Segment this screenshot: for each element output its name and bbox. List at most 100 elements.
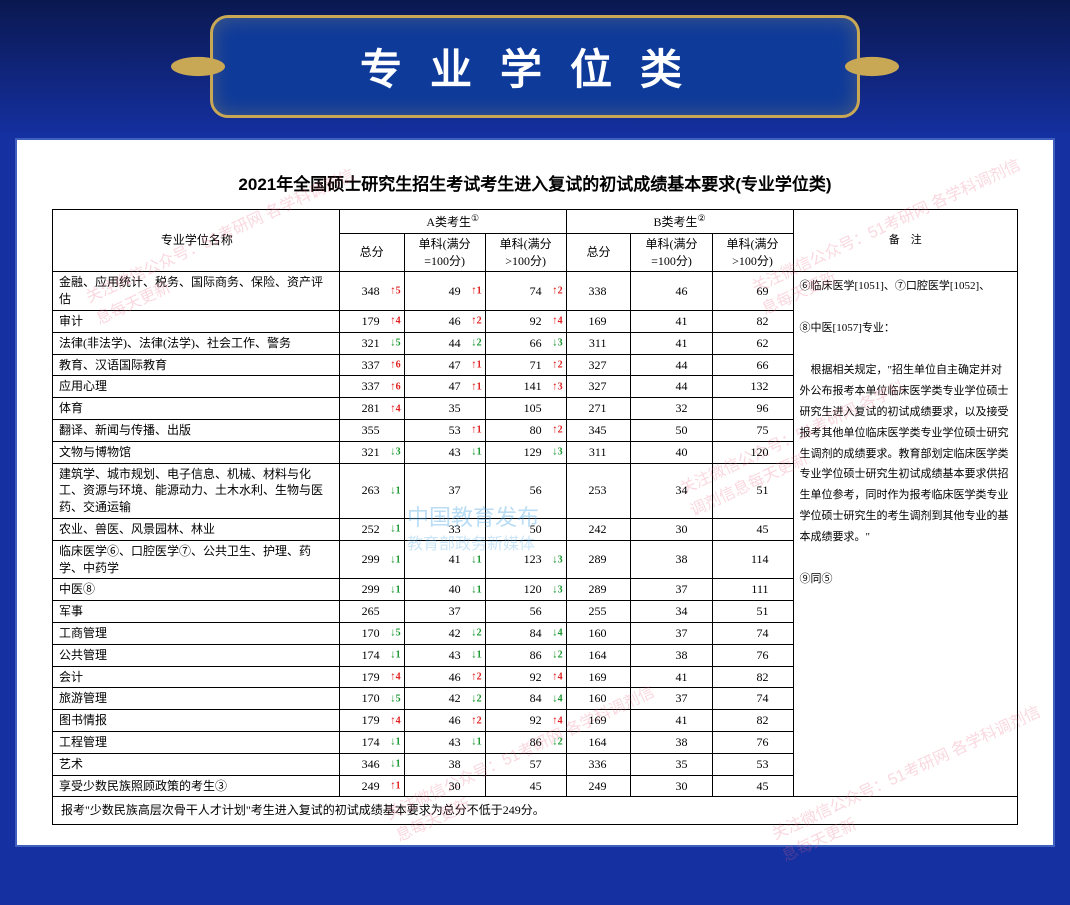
cell-a-2: 50 [485,518,566,540]
cell-a-1: 47↑1 [404,376,485,398]
cell-a-0: 170↓5 [339,688,404,710]
cell-b-0: 345 [566,419,631,441]
cell-b-1: 37 [631,579,712,601]
cell-b-0: 160 [566,622,631,644]
cell-b-0: 338 [566,272,631,311]
cell-b-0: 169 [566,710,631,732]
cell-a-2: 92↑4 [485,666,566,688]
cell-b-0: 255 [566,601,631,623]
cell-b-0: 289 [566,540,631,579]
cell-b-1: 44 [631,354,712,376]
cell-a-2: 74↑2 [485,272,566,311]
cell-name: 旅游管理 [53,688,340,710]
cell-a-1: 42↓2 [404,622,485,644]
cell-name: 军事 [53,601,340,623]
cell-a-0: 263↓1 [339,463,404,518]
cell-b-0: 336 [566,753,631,775]
cell-b-0: 164 [566,731,631,753]
cell-a-1: 30 [404,775,485,797]
cell-b-2: 111 [712,579,793,601]
cell-a-1: 42↓2 [404,688,485,710]
cell-name: 建筑学、城市规划、电子信息、机械、材料与化工、资源与环境、能源动力、土木水利、生… [53,463,340,518]
cell-b-0: 169 [566,666,631,688]
cell-name: 金融、应用统计、税务、国际商务、保险、资产评估 [53,272,340,311]
cell-a-2: 86↓2 [485,731,566,753]
cell-name: 临床医学⑥、口腔医学⑦、公共卫生、护理、药学、中药学 [53,540,340,579]
th-total-b: 总分 [566,233,631,272]
cell-b-0: 249 [566,775,631,797]
cell-name: 教育、汉语国际教育 [53,354,340,376]
cell-b-2: 75 [712,419,793,441]
cell-b-2: 69 [712,272,793,311]
cell-a-0: 321↓3 [339,441,404,463]
cell-b-1: 37 [631,622,712,644]
cell-b-1: 37 [631,688,712,710]
cell-a-2: 123↓3 [485,540,566,579]
cell-b-0: 327 [566,376,631,398]
table-body: 金融、应用统计、税务、国际商务、保险、资产评估348↑549↑174↑23384… [53,272,1018,797]
cell-b-0: 311 [566,441,631,463]
cell-name: 审计 [53,310,340,332]
cell-b-1: 38 [631,644,712,666]
cell-a-0: 179↑4 [339,310,404,332]
cell-name: 法律(非法学)、法律(法学)、社会工作、警务 [53,332,340,354]
cell-b-2: 45 [712,775,793,797]
cell-name: 翻译、新闻与传播、出版 [53,419,340,441]
cell-a-1: 43↓1 [404,441,485,463]
cell-b-2: 45 [712,518,793,540]
cell-b-2: 51 [712,463,793,518]
cell-a-2: 84↓4 [485,622,566,644]
cell-name: 中医⑧ [53,579,340,601]
cell-name: 图书情报 [53,710,340,732]
cell-a-1: 46↑2 [404,310,485,332]
cell-a-1: 35 [404,398,485,420]
cell-b-1: 50 [631,419,712,441]
cell-b-1: 30 [631,775,712,797]
cell-a-1: 43↓1 [404,644,485,666]
cell-a-0: 355 [339,419,404,441]
th-sub100-a: 单科(满分=100分) [404,233,485,272]
cell-a-2: 56 [485,601,566,623]
cell-a-1: 38 [404,753,485,775]
footnote-row: 报考"少数民族高层次骨干人才计划"考生进入复试的初试成绩基本要求为总分不低于24… [53,797,1018,825]
cell-b-2: 82 [712,310,793,332]
cell-a-2: 86↓2 [485,644,566,666]
cell-name: 应用心理 [53,376,340,398]
cell-b-1: 41 [631,666,712,688]
cell-a-0: 252↓1 [339,518,404,540]
cell-b-1: 41 [631,310,712,332]
th-group-b: B类考生② [566,210,793,234]
table-title: 2021年全国硕士研究生招生考试考生进入复试的初试成绩基本要求(专业学位类) [52,170,1018,195]
cell-a-1: 37 [404,463,485,518]
note-cell: ⑥临床医学[1051]、⑦口腔医学[1052]、⑧中医[1057]专业： 根据相… [793,272,1017,797]
cell-b-1: 32 [631,398,712,420]
cell-b-2: 74 [712,688,793,710]
cell-b-2: 82 [712,710,793,732]
th-sub100-b: 单科(满分=100分) [631,233,712,272]
cell-a-0: 265 [339,601,404,623]
cell-b-0: 242 [566,518,631,540]
th-subgt100-a: 单科(满分>100分) [485,233,566,272]
cell-b-2: 120 [712,441,793,463]
paper-container: 关注微信公众号：51考研网 各学科调剂信息每天更新 关注微信公众号：51考研网 … [15,138,1055,847]
cell-name: 工程管理 [53,731,340,753]
cell-name: 体育 [53,398,340,420]
cell-a-2: 57 [485,753,566,775]
cell-a-0: 337↑6 [339,376,404,398]
cell-b-2: 66 [712,354,793,376]
cell-a-2: 129↓3 [485,441,566,463]
th-note: 备 注 [793,210,1017,272]
cell-a-1: 33 [404,518,485,540]
cell-b-1: 30 [631,518,712,540]
cell-a-1: 46↑2 [404,710,485,732]
cell-b-1: 40 [631,441,712,463]
cell-b-1: 44 [631,376,712,398]
cell-a-0: 174↓1 [339,644,404,666]
cell-b-2: 96 [712,398,793,420]
cell-b-0: 289 [566,579,631,601]
cell-a-0: 299↓1 [339,579,404,601]
cell-a-2: 92↑4 [485,710,566,732]
title-banner: 专业学位类 [210,15,860,118]
cell-a-0: 174↓1 [339,731,404,753]
table-row: 金融、应用统计、税务、国际商务、保险、资产评估348↑549↑174↑23384… [53,272,1018,311]
